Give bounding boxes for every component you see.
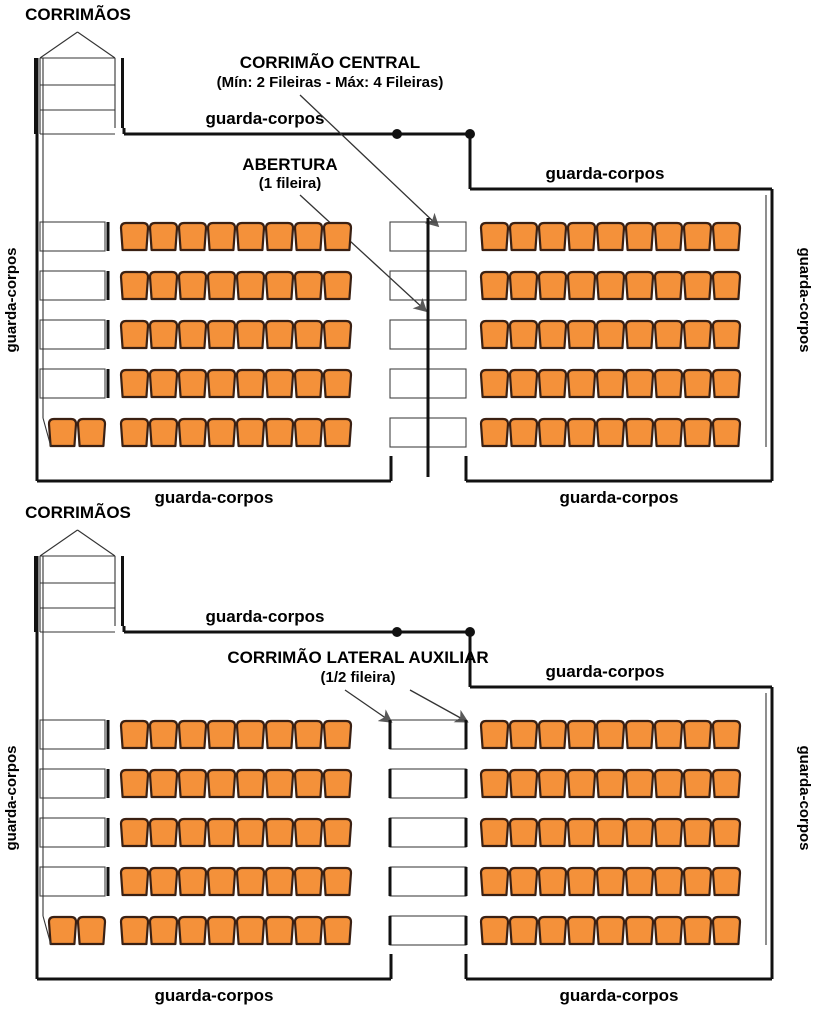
svg-text:(1/2 fileira): (1/2 fileira) [320, 669, 395, 686]
svg-text:CORRIMÃO LATERAL AUXILIAR: CORRIMÃO LATERAL AUXILIAR [227, 647, 488, 667]
svg-text:guarda-corpos: guarda-corpos [154, 488, 273, 507]
svg-text:(Mín: 2 Fileiras - Máx: 4 File: (Mín: 2 Fileiras - Máx: 4 Fileiras) [217, 74, 444, 91]
svg-text:CORRIMÃOS: CORRIMÃOS [25, 4, 131, 24]
svg-text:guarda-corpos: guarda-corpos [545, 164, 664, 183]
svg-text:guarda-corpos: guarda-corpos [796, 247, 813, 352]
svg-text:guarda-corpos: guarda-corpos [3, 247, 20, 352]
svg-text:CORRIMÃOS: CORRIMÃOS [25, 502, 131, 522]
svg-text:CORRIMÃO CENTRAL: CORRIMÃO CENTRAL [240, 52, 420, 72]
svg-text:guarda-corpos: guarda-corpos [559, 488, 678, 507]
svg-text:guarda-corpos: guarda-corpos [205, 607, 324, 626]
svg-text:guarda-corpos: guarda-corpos [796, 745, 813, 850]
svg-text:ABERTURA: ABERTURA [242, 155, 337, 174]
svg-text:guarda-corpos: guarda-corpos [3, 745, 20, 850]
svg-text:guarda-corpos: guarda-corpos [545, 662, 664, 681]
svg-text:guarda-corpos: guarda-corpos [154, 986, 273, 1005]
svg-text:guarda-corpos: guarda-corpos [205, 109, 324, 128]
svg-text:(1 fileira): (1 fileira) [259, 175, 322, 192]
svg-text:guarda-corpos: guarda-corpos [559, 986, 678, 1005]
